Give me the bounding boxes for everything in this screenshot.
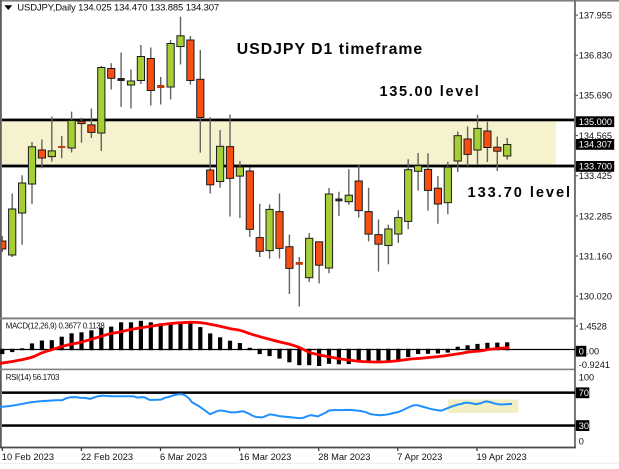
svg-text:130.020: 130.020 (579, 292, 612, 302)
svg-text:USDJPY D1 timeframe: USDJPY D1 timeframe (237, 41, 423, 58)
svg-text:16 Mar 2023: 16 Mar 2023 (239, 452, 291, 462)
svg-text:135.690: 135.690 (579, 91, 612, 101)
svg-text:1.4528: 1.4528 (579, 321, 607, 331)
svg-text:-0.9241: -0.9241 (579, 360, 610, 370)
svg-text:135.000: 135.000 (579, 117, 612, 127)
svg-text:7 Apr 2023: 7 Apr 2023 (397, 452, 442, 462)
svg-text:133.70 level: 133.70 level (468, 185, 573, 201)
svg-text:22 Feb 2023: 22 Feb 2023 (81, 452, 133, 462)
svg-text:133.700: 133.700 (579, 162, 612, 172)
svg-text:6 Mar 2023: 6 Mar 2023 (160, 452, 207, 462)
svg-text:19 Apr 2023: 19 Apr 2023 (477, 452, 527, 462)
svg-text:134.565: 134.565 (579, 131, 612, 141)
svg-text:137.955: 137.955 (579, 11, 612, 21)
svg-text:134.307: 134.307 (579, 140, 612, 150)
svg-text:70: 70 (579, 388, 589, 398)
svg-text:.00: .00 (586, 347, 599, 357)
svg-text:0: 0 (579, 347, 584, 357)
svg-text:133.425: 133.425 (579, 171, 612, 181)
svg-text:132.285: 132.285 (579, 211, 612, 221)
svg-text:0: 0 (579, 437, 584, 447)
svg-text:131.160: 131.160 (579, 251, 612, 261)
svg-text:28 Mar 2023: 28 Mar 2023 (318, 452, 370, 462)
svg-text:136.830: 136.830 (579, 51, 612, 61)
svg-text:100: 100 (579, 373, 594, 383)
svg-text:RSI(14) 56.1703: RSI(14) 56.1703 (6, 373, 60, 382)
svg-text:135.00 level: 135.00 level (380, 84, 481, 100)
svg-text:USDJPY,Daily 134.025 134.470: USDJPY,Daily 134.025 134.470 133.885 134… (17, 2, 219, 13)
svg-text:MACD(12,26,9) 0.3677 0.1138: MACD(12,26,9) 0.3677 0.1138 (6, 322, 106, 331)
svg-text:30: 30 (579, 421, 589, 431)
svg-text:10 Feb 2023: 10 Feb 2023 (2, 452, 54, 462)
